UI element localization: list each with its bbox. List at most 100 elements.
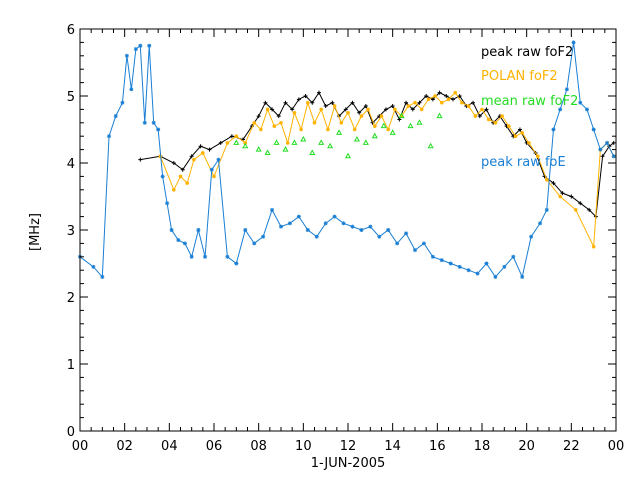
legend-entry-peak-raw-foE: peak raw foE <box>481 155 566 170</box>
peak-raw-fof2-point <box>437 90 442 95</box>
x-tick-label: 18 <box>474 439 491 454</box>
peak-raw-foe-point <box>558 107 563 112</box>
peak-raw-foe-point <box>350 224 355 229</box>
peak-raw-foe-point <box>189 254 194 259</box>
mean-raw-fof2-point <box>362 139 369 145</box>
polan-fof2-point <box>178 174 183 179</box>
polan-fof2-point <box>326 127 330 132</box>
peak-raw-fof2-point <box>404 100 409 105</box>
peak-raw-fof2-point <box>198 144 203 149</box>
polan-fof2-point <box>544 177 549 182</box>
peak-raw-fof2-point <box>290 107 295 112</box>
peak-raw-fof2-point <box>207 147 212 152</box>
mean-raw-fof2-point <box>371 132 378 139</box>
polan-fof2-point <box>272 124 277 128</box>
peak-raw-fof2-point <box>350 100 355 105</box>
polan-fof2-point <box>279 121 283 125</box>
peak-raw-fof2-point <box>417 100 422 105</box>
peak-raw-fof2-point <box>323 104 328 109</box>
peak-raw-foe-point <box>287 221 292 226</box>
peak-raw-foe-point <box>216 157 221 162</box>
peak-raw-foe-point <box>571 40 576 45</box>
y-tick-label: 5 <box>67 90 75 105</box>
mean-raw-fof2-point <box>300 136 307 142</box>
peak-raw-foe-point <box>182 241 187 246</box>
x-tick-label: 12 <box>340 439 357 454</box>
polan-fof2-point <box>212 174 216 179</box>
mean-raw-fof2-point <box>407 122 414 129</box>
polan-fof2-point <box>252 121 256 125</box>
polan-fof2-point <box>527 141 531 145</box>
peak-raw-foe-point <box>386 228 391 232</box>
peak-raw-foe-point <box>332 214 337 219</box>
peak-raw-foe-point <box>296 214 301 219</box>
peak-raw-foe-point <box>279 224 283 229</box>
polan-fof2-point <box>346 110 350 115</box>
mean-raw-fof2-point <box>427 142 434 149</box>
peak-raw-foe-point <box>520 274 525 279</box>
peak-raw-fof2-point <box>218 140 223 145</box>
polan-fof2-point <box>536 154 540 159</box>
peak-raw-fof2-point <box>180 167 185 172</box>
peak-raw-foe-point <box>421 241 426 246</box>
polan-fof2-point <box>299 127 303 132</box>
peak-raw-fof2-point <box>270 107 275 112</box>
polan-fof2-point <box>574 208 578 212</box>
polan-fof2-point <box>234 134 239 138</box>
peak-raw-fof2-point <box>517 127 522 132</box>
mean-raw-fof2-point <box>389 129 396 135</box>
polan-fof2-point <box>558 194 562 199</box>
peak-raw-foe-point <box>107 134 112 139</box>
peak-raw-foe-point <box>493 274 498 279</box>
peak-raw-foe-point <box>551 127 556 132</box>
peak-raw-fof2-point <box>310 100 315 105</box>
polan-fof2-point <box>440 100 444 105</box>
mean-raw-fof2-point <box>344 152 352 159</box>
peak-raw-foe-point <box>564 87 569 92</box>
polan-fof2-point <box>352 127 357 132</box>
peak-raw-foe-point <box>323 221 328 226</box>
polan-fof2-point <box>339 121 344 125</box>
peak-raw-foe-point <box>151 120 156 125</box>
y-tick-label: 2 <box>67 291 75 306</box>
peak-raw-fof2-point <box>450 97 455 102</box>
polan-fof2-point <box>493 121 498 125</box>
polan-fof2-point <box>265 107 270 112</box>
peak-raw-foe-point <box>133 47 138 52</box>
peak-raw-foe-point <box>147 43 152 48</box>
peak-raw-fof2-point <box>471 100 476 105</box>
peak-raw-fof2-point <box>430 97 435 102</box>
x-tick-label: 06 <box>206 439 223 454</box>
polan-fof2-point <box>373 124 377 128</box>
peak-raw-foe-point <box>544 207 549 212</box>
mean-raw-fof2-point <box>273 139 280 145</box>
polan-fof2-point <box>292 110 297 115</box>
y-tick-label: 3 <box>67 224 75 239</box>
peak-raw-foe-point <box>484 261 489 266</box>
polan-fof2-point <box>446 97 451 102</box>
peak-raw-fof2-point <box>424 94 429 98</box>
peak-raw-fof2-point <box>138 157 143 162</box>
peak-raw-foe-point <box>196 228 201 232</box>
peak-raw-fof2-point <box>303 94 308 98</box>
polan-fof2-point <box>259 127 263 132</box>
legend: peak raw foF2 POLAN foF2 mean raw foF2 p… <box>481 45 578 170</box>
polan-fof2-point <box>172 188 176 192</box>
y-tick-label: 4 <box>67 157 75 172</box>
x-tick-label: 20 <box>518 439 535 454</box>
polan-fof2-point <box>486 117 491 122</box>
polan-fof2-point <box>386 127 391 132</box>
polan-fof2-point <box>513 134 518 138</box>
x-tick-label: 04 <box>161 439 178 454</box>
peak-raw-fof2-point <box>256 114 261 119</box>
peak-raw-fof2-point <box>484 107 489 112</box>
peak-raw-foe-point <box>611 154 616 159</box>
polan-fof2-point <box>332 104 337 108</box>
peak-raw-fof2-point <box>578 201 583 206</box>
mean-raw-fof2-point <box>233 139 240 145</box>
peak-raw-foe-point <box>156 127 161 132</box>
peak-raw-foe-point <box>359 228 364 232</box>
peak-raw-foe-point <box>129 87 134 92</box>
polan-fof2-point <box>419 107 424 112</box>
polan-fof2-point <box>406 104 411 108</box>
